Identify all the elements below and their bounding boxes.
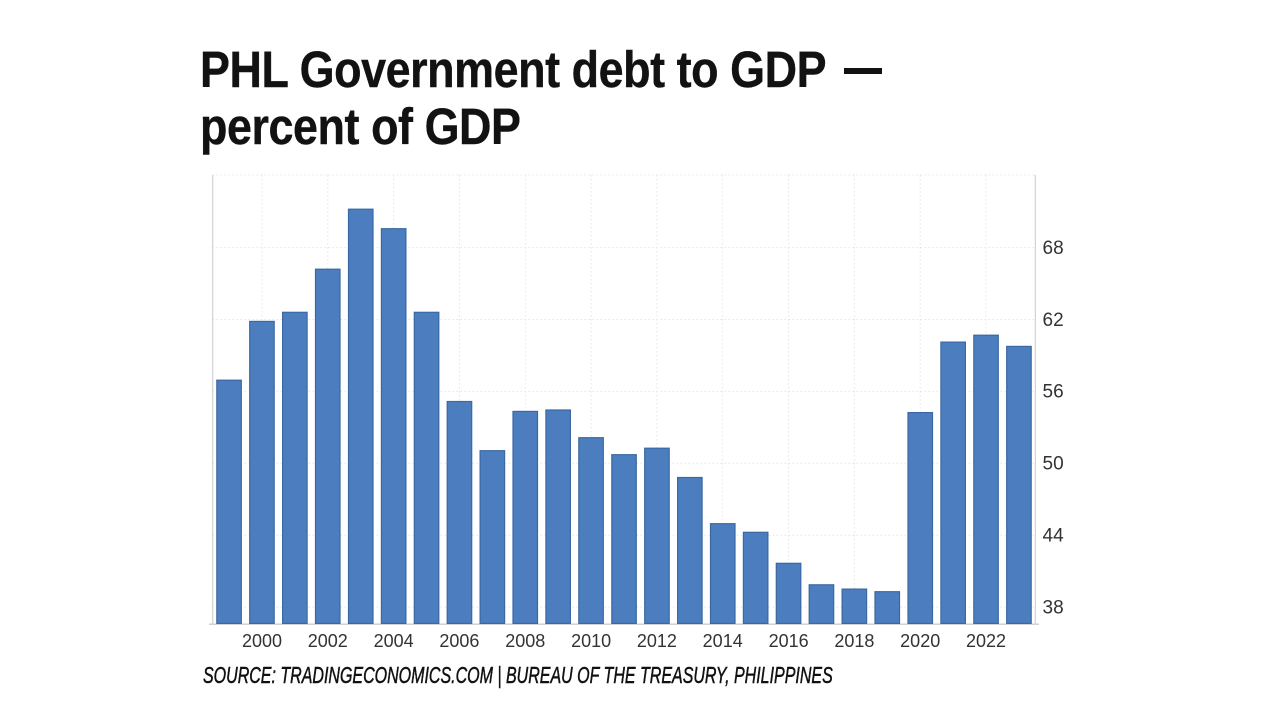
svg-text:38: 38 (1043, 597, 1064, 618)
svg-text:2022: 2022 (966, 631, 1006, 651)
svg-text:50: 50 (1043, 454, 1064, 475)
svg-text:2008: 2008 (505, 631, 545, 651)
svg-text:2014: 2014 (703, 631, 743, 651)
svg-text:2018: 2018 (834, 631, 874, 651)
svg-text:68: 68 (1043, 238, 1064, 259)
svg-text:2010: 2010 (571, 631, 611, 651)
svg-text:2012: 2012 (637, 631, 677, 651)
svg-text:56: 56 (1043, 382, 1064, 403)
svg-text:2016: 2016 (769, 631, 809, 651)
svg-text:2000: 2000 (242, 631, 282, 651)
svg-text:2004: 2004 (374, 631, 414, 651)
svg-text:2006: 2006 (439, 631, 479, 651)
svg-text:2020: 2020 (900, 631, 940, 651)
svg-text:62: 62 (1043, 310, 1064, 331)
svg-text:44: 44 (1043, 526, 1065, 547)
svg-text:2002: 2002 (308, 631, 348, 651)
